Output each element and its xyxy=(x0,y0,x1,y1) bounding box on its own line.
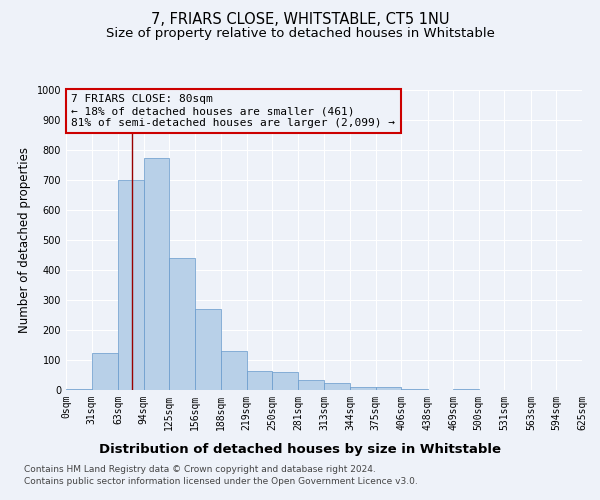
Bar xyxy=(247,370,272,390)
Y-axis label: Number of detached properties: Number of detached properties xyxy=(18,147,31,333)
Text: Size of property relative to detached houses in Whitstable: Size of property relative to detached ho… xyxy=(106,28,494,40)
Bar xyxy=(169,258,195,390)
Text: Contains public sector information licensed under the Open Government Licence v3: Contains public sector information licen… xyxy=(24,477,418,486)
Text: 7, FRIARS CLOSE, WHITSTABLE, CT5 1NU: 7, FRIARS CLOSE, WHITSTABLE, CT5 1NU xyxy=(151,12,449,28)
Bar xyxy=(401,388,428,390)
Bar xyxy=(350,387,376,390)
Bar xyxy=(221,351,247,390)
Bar xyxy=(453,388,479,390)
Bar xyxy=(92,352,118,390)
Bar xyxy=(195,309,221,390)
Bar xyxy=(66,388,92,390)
Bar xyxy=(143,158,169,390)
Text: 7 FRIARS CLOSE: 80sqm
← 18% of detached houses are smaller (461)
81% of semi-det: 7 FRIARS CLOSE: 80sqm ← 18% of detached … xyxy=(71,94,395,128)
Bar xyxy=(272,372,298,390)
Bar xyxy=(325,382,350,390)
Bar xyxy=(118,180,143,390)
Text: Contains HM Land Registry data © Crown copyright and database right 2024.: Contains HM Land Registry data © Crown c… xyxy=(24,466,376,474)
Text: Distribution of detached houses by size in Whitstable: Distribution of detached houses by size … xyxy=(99,442,501,456)
Bar xyxy=(298,380,325,390)
Bar xyxy=(376,387,401,390)
